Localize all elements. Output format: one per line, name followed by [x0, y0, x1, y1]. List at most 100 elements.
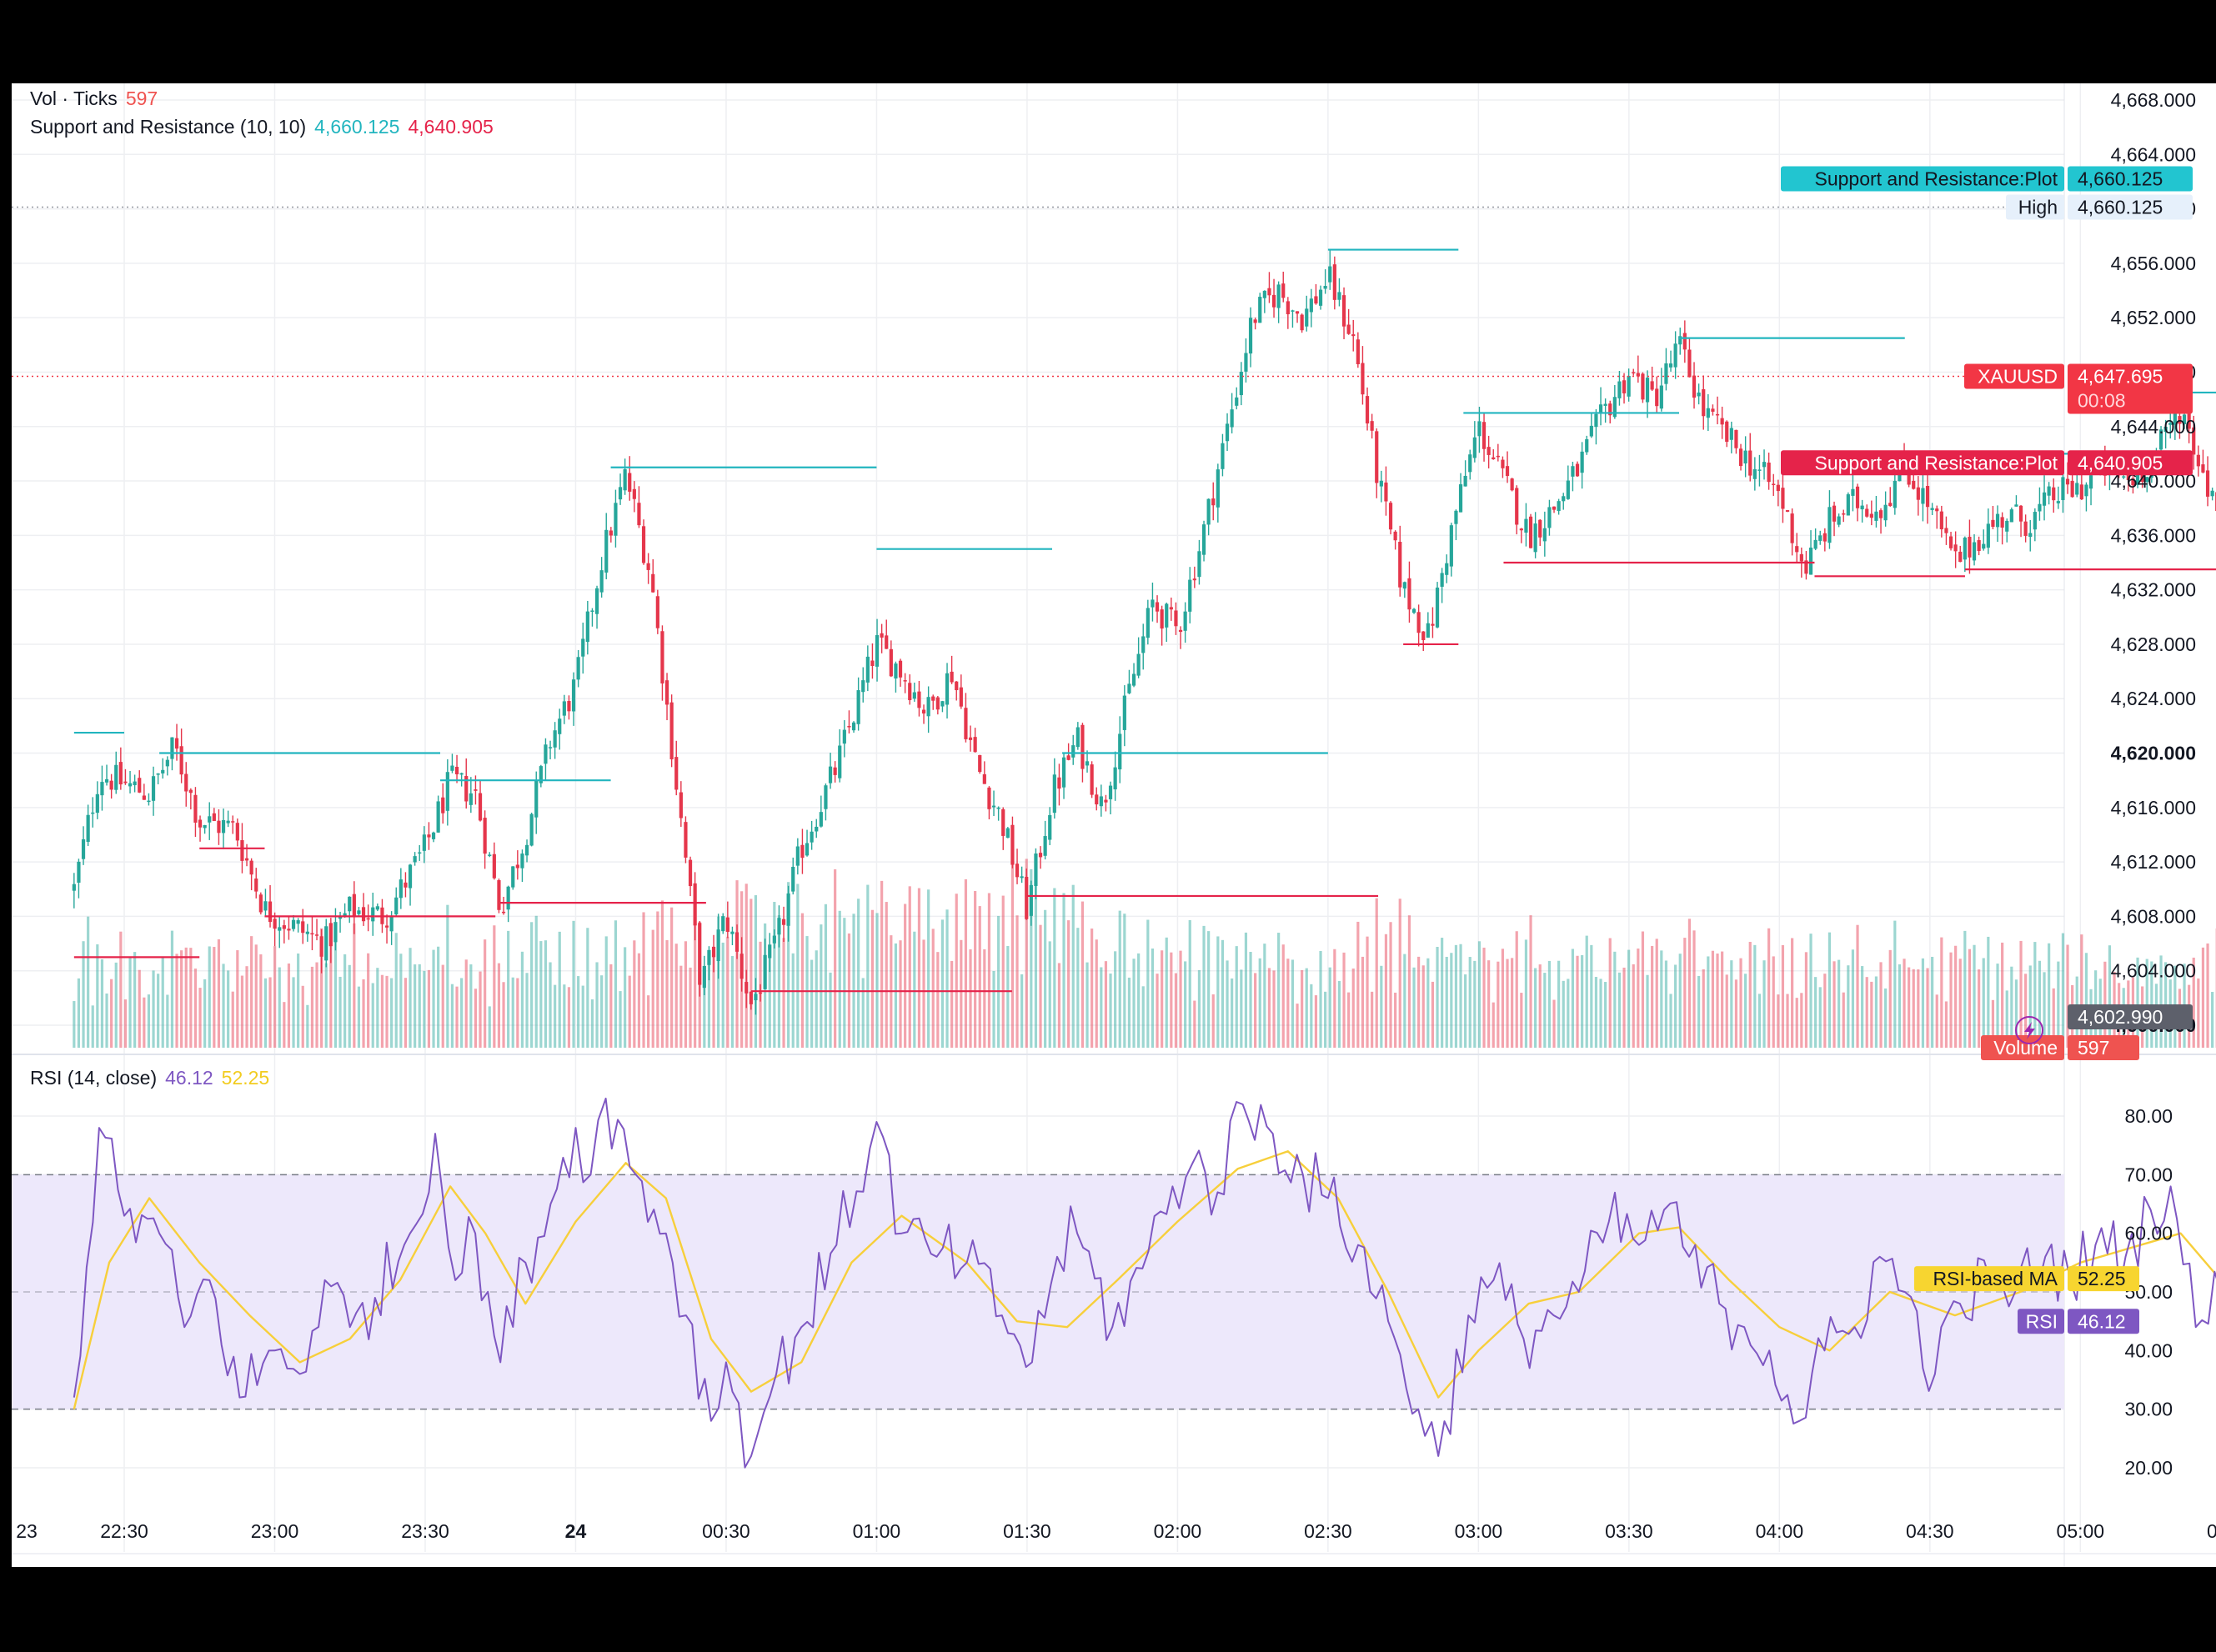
candle-body	[599, 570, 604, 593]
candle-body	[319, 936, 323, 957]
candle-body	[1411, 608, 1416, 613]
candle-body	[1935, 508, 1939, 512]
volume-bar	[166, 994, 169, 1048]
volume-bar	[147, 994, 151, 1048]
volume-bar	[329, 932, 333, 1048]
volume-bar	[1637, 949, 1640, 1048]
candle-body	[982, 773, 986, 784]
volume-bar	[1482, 947, 1486, 1048]
volume-bar	[105, 993, 108, 1048]
volume-bar	[1492, 1002, 1495, 1048]
candle-body	[95, 793, 99, 813]
candle-body	[371, 907, 375, 922]
volume-bar	[563, 984, 566, 1048]
candle-body	[950, 671, 954, 683]
candle-body	[734, 932, 740, 952]
candle-body	[1472, 437, 1476, 458]
volume-bar	[2057, 961, 2060, 1048]
candle-body	[1482, 422, 1487, 449]
candle-body	[1431, 623, 1435, 626]
volume-bar	[1996, 964, 1999, 1048]
candle-body	[2210, 490, 2214, 497]
candle-body	[305, 931, 309, 934]
volume-bar	[1617, 972, 1622, 1048]
candle-body	[1492, 457, 1496, 459]
candle-body	[1566, 480, 1570, 499]
candle-body	[1216, 469, 1220, 508]
chart-frame[interactable]: 4,668.0004,664.0004,660.0004,656.0004,65…	[12, 83, 2216, 1567]
candle-body	[973, 737, 977, 753]
chart-canvas[interactable]: 4,668.0004,664.0004,660.0004,656.0004,65…	[12, 83, 2216, 1567]
volume-bar	[91, 1005, 94, 1048]
volume-bar	[899, 940, 902, 1048]
candle-body	[838, 745, 842, 778]
candle-body	[2196, 454, 2200, 467]
volume-bar	[1123, 914, 1126, 1048]
price-tag: RSI-based MA 52.25	[1914, 1266, 2139, 1292]
volume-bar	[750, 899, 753, 1048]
candle-body	[2038, 503, 2042, 512]
volume-bar	[539, 941, 543, 1048]
candle-body	[1258, 297, 1262, 323]
volume-bar	[1221, 939, 1225, 1048]
volume-bar	[455, 986, 459, 1048]
volume-bar	[516, 978, 519, 1048]
candle-body	[618, 487, 623, 500]
rsi-tick-label: 80.00	[2124, 1105, 2173, 1127]
candle-body	[688, 859, 693, 887]
volume-bar	[674, 944, 678, 1048]
volume-bar	[348, 964, 351, 1048]
time-tick-label: 02:30	[1304, 1520, 1352, 1542]
candle-body	[1612, 397, 1617, 418]
volume-bar	[1095, 939, 1098, 1048]
rsi-tick-label: 30.00	[2124, 1399, 2173, 1420]
candle-body	[1687, 349, 1692, 378]
price-tag: High 4,660.125	[2006, 194, 2193, 220]
volume-bar	[170, 930, 174, 1048]
candle-body	[1151, 599, 1155, 608]
candle-body	[698, 923, 702, 985]
candle-body	[1939, 511, 1943, 530]
candle-body	[590, 610, 594, 612]
volume-bar	[2019, 940, 2023, 1048]
candle-body	[1075, 727, 1080, 748]
volume-bar	[642, 912, 645, 1048]
volume-bar	[1487, 960, 1491, 1048]
volume-bar	[1772, 956, 1775, 1048]
volume-bar	[1594, 977, 1598, 1048]
volume-bar	[283, 1002, 286, 1048]
candle-body	[1921, 488, 1925, 504]
volume-bar	[520, 951, 524, 1048]
volume-bar	[1333, 949, 1336, 1048]
volume-bar	[1552, 999, 1556, 1048]
volume-bar	[1431, 981, 1435, 1048]
volume-bar	[1426, 958, 1430, 1048]
volume-bar	[1581, 954, 1584, 1048]
candle-body	[198, 819, 203, 828]
volume-bar	[1949, 952, 1953, 1048]
volume-bar	[1454, 944, 1458, 1048]
candle-body	[2126, 473, 2130, 481]
rsi-label-value-bg	[2068, 1309, 2139, 1334]
volume-bar	[1908, 967, 1911, 1048]
candle-body	[268, 901, 273, 923]
volume-bar	[1010, 854, 1015, 1048]
candle-body	[1108, 785, 1113, 799]
candle-body	[772, 935, 776, 944]
volume-bar	[791, 953, 795, 1048]
volume-bar	[1557, 960, 1561, 1048]
volume-bar	[2038, 960, 2042, 1048]
candle-body	[534, 780, 539, 818]
candle-body	[1160, 609, 1164, 629]
volume-bar	[441, 964, 444, 1048]
volume-bar	[2005, 990, 2008, 1048]
candle-body	[898, 660, 903, 678]
candle-body	[800, 844, 805, 859]
volume-bar	[1314, 995, 1318, 1048]
volume-bar	[1118, 910, 1121, 1048]
volume-bar	[259, 954, 263, 1048]
candle-body	[184, 773, 188, 792]
volume-bar	[1632, 964, 1635, 1048]
candle-body	[1808, 547, 1813, 575]
volume-bar	[1310, 984, 1313, 1048]
